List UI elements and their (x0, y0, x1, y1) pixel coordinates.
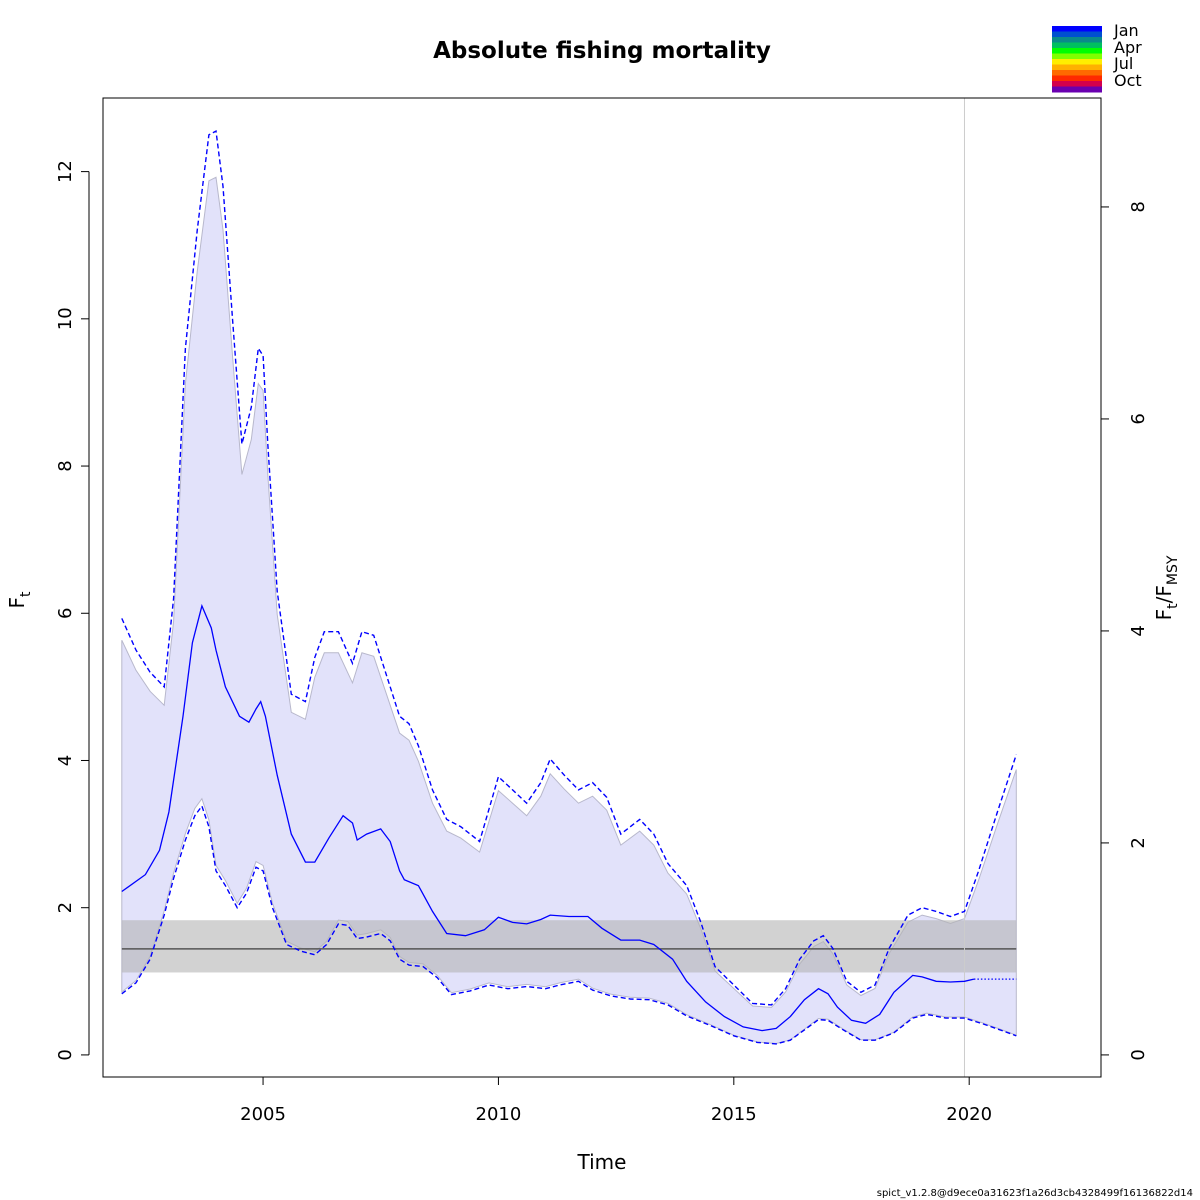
y2-tick-label: 2 (1128, 837, 1149, 848)
legend-swatch (1052, 42, 1102, 49)
x-tick-label: 2015 (711, 1104, 757, 1125)
y2-axis-label-sub2: MSY (1165, 555, 1181, 585)
legend-swatch (1052, 26, 1102, 32)
y2-tick-label: 6 (1128, 413, 1149, 424)
x-tick-label: 2005 (240, 1104, 286, 1125)
legend-swatch (1052, 59, 1102, 65)
y2-axis-label-main: F (1152, 609, 1176, 621)
fmsy-ci-band (121, 920, 1017, 973)
y-tick-label: 4 (55, 755, 76, 766)
y-tick-label: 10 (55, 307, 76, 330)
legend-swatch (1052, 31, 1102, 38)
y2-axis-label: Ft/FMSY (1152, 555, 1181, 620)
x-tick-label: 2010 (476, 1104, 522, 1125)
plot-area (121, 98, 1017, 1077)
chart-title: Absolute fishing mortality (433, 38, 771, 64)
ci-band (121, 176, 1017, 1045)
upper-ci-line (121, 130, 1017, 1006)
legend-label: Oct (1114, 71, 1142, 90)
legend-swatch (1052, 37, 1102, 43)
y-tick-label: 2 (55, 902, 76, 913)
legend-swatch (1052, 53, 1102, 60)
y-axis-label-main: F (5, 597, 29, 609)
legend-swatch (1052, 81, 1102, 87)
y2-tick-label: 8 (1128, 201, 1149, 212)
legend-swatch (1052, 86, 1102, 93)
axes: 2005 2010 2015 2020 0 2 4 6 8 10 12 0 2 4 6 8 (55, 160, 1149, 1125)
y-tick-label: 6 (55, 608, 76, 619)
y-tick-label: 0 (55, 1049, 76, 1060)
legend-swatch (1052, 75, 1102, 82)
y2-tick-label: 4 (1128, 625, 1149, 636)
legend-label: Apr (1114, 38, 1142, 57)
f-estimate-line (121, 603, 975, 1032)
lower-ci-line (121, 804, 1017, 1045)
legend-swatch (1052, 64, 1102, 71)
y-tick-label: 12 (55, 160, 76, 183)
y-axis-label: Ft (5, 591, 34, 609)
y2-axis-label-slash: /F (1152, 585, 1176, 603)
y2-axis-label-sub1: t (1165, 603, 1181, 609)
x-tick-label: 2020 (946, 1104, 992, 1125)
y-axis-label-sub: t (18, 591, 34, 597)
version-footer: spict_v1.2.8@d9ece0a31623f1a26d3cb432849… (877, 1188, 1193, 1199)
y-tick-label: 8 (55, 460, 76, 471)
legend-swatch (1052, 48, 1102, 54)
legend-label: Jul (1113, 54, 1133, 73)
legend-label: Jan (1113, 21, 1139, 40)
legend-swatch (1052, 70, 1102, 76)
x-axis-label: Time (577, 1150, 627, 1174)
y2-tick-label: 0 (1128, 1049, 1149, 1060)
